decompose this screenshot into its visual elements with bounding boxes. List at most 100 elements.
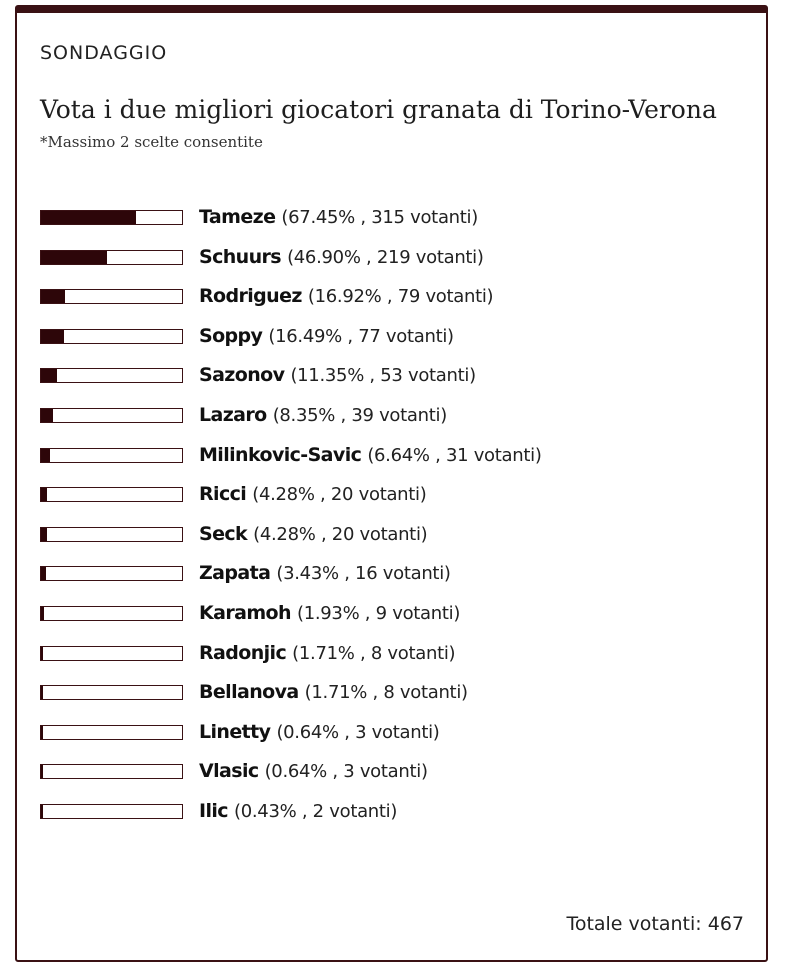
poll-option[interactable]: Vlasic (0.64% , 3 votanti)	[40, 757, 740, 797]
poll-option-name: Sazonov	[199, 364, 285, 387]
poll-option-bar[interactable]	[40, 764, 183, 780]
poll-option-name: Rodriguez	[199, 285, 302, 308]
poll-option[interactable]: Milinkovic-Savic (6.64% , 31 votanti)	[40, 441, 740, 481]
poll-option-bar-fill	[41, 369, 57, 383]
poll-option[interactable]: Schuurs (46.90% , 219 votanti)	[40, 243, 740, 283]
poll-option-name: Ricci	[199, 483, 247, 506]
poll-option-bar[interactable]	[40, 447, 183, 463]
poll-option-bar-fill	[41, 488, 48, 502]
poll-option-bar[interactable]	[40, 645, 183, 661]
poll-option-stats: (8.35% , 39 votanti)	[272, 404, 448, 426]
poll-option-name: Vlasic	[199, 760, 259, 783]
poll-option-text[interactable]: Linetty (0.64% , 3 votanti)	[199, 718, 440, 747]
poll-option[interactable]: Ilic (0.43% , 2 votanti)	[40, 797, 740, 837]
poll-option-bar-fill	[41, 646, 44, 660]
poll-option-bar-fill	[41, 686, 44, 700]
poll-option-bar[interactable]	[40, 685, 183, 701]
total-votes: Totale votanti: 467	[566, 913, 744, 935]
poll-option-name: Bellanova	[199, 681, 299, 704]
total-votes-label: Totale votanti:	[566, 913, 702, 935]
poll-option-text[interactable]: Rodriguez (16.92% , 79 votanti)	[199, 282, 494, 311]
poll-option-name: Seck	[199, 522, 248, 545]
poll-option-bar-fill	[41, 804, 44, 818]
poll-option-text[interactable]: Milinkovic-Savic (6.64% , 31 votanti)	[199, 441, 542, 470]
poll-option-bar[interactable]	[40, 724, 183, 740]
poll-option-bar[interactable]	[40, 289, 183, 305]
poll-option[interactable]: Linetty (0.64% , 3 votanti)	[40, 718, 740, 758]
poll-option[interactable]: Zapata (3.43% , 16 votanti)	[40, 559, 740, 599]
poll-option-stats: (4.28% , 20 votanti)	[253, 523, 428, 545]
poll-option-bar[interactable]	[40, 566, 183, 582]
poll-option[interactable]: Seck (4.28% , 20 votanti)	[40, 520, 740, 560]
poll-option[interactable]: Radonjic (1.71% , 8 votanti)	[40, 639, 740, 679]
poll-option-text[interactable]: Vlasic (0.64% , 3 votanti)	[199, 757, 428, 786]
poll-option-stats: (0.64% , 3 votanti)	[276, 721, 440, 743]
poll-question: Vota i due migliori giocatori granata di…	[40, 95, 717, 124]
poll-option-text[interactable]: Ricci (4.28% , 20 votanti)	[199, 480, 427, 509]
poll-option-bar-fill	[41, 250, 108, 264]
poll-option-stats: (46.90% , 219 votanti)	[287, 246, 484, 268]
poll-option-stats: (4.28% , 20 votanti)	[252, 484, 427, 506]
poll-option-bar[interactable]	[40, 407, 183, 423]
poll-option-bar[interactable]	[40, 605, 183, 621]
poll-option[interactable]: Lazaro (8.35% , 39 votanti)	[40, 401, 740, 441]
poll-option[interactable]: Tameze (67.45% , 315 votanti)	[40, 203, 740, 243]
poll-options-list: Tameze (67.45% , 315 votanti) Schuurs (46…	[40, 203, 740, 837]
poll-option-bar[interactable]	[40, 368, 183, 384]
poll-option-text[interactable]: Sazonov (11.35% , 53 votanti)	[199, 361, 476, 390]
poll-option[interactable]: Bellanova (1.71% , 8 votanti)	[40, 678, 740, 718]
poll-option-text[interactable]: Soppy (16.49% , 77 votanti)	[199, 322, 454, 351]
poll-option-bar[interactable]	[40, 526, 183, 542]
poll-option-stats: (1.71% , 8 votanti)	[304, 682, 468, 704]
poll-option-bar-fill	[41, 765, 44, 779]
poll-option-stats: (3.43% , 16 votanti)	[276, 563, 451, 585]
poll-option-name: Lazaro	[199, 403, 267, 426]
poll-option[interactable]: Rodriguez (16.92% , 79 votanti)	[40, 282, 740, 322]
poll-option-stats: (6.64% , 31 votanti)	[367, 444, 542, 466]
poll-option-bar[interactable]	[40, 328, 183, 344]
poll-option-bar-fill	[41, 448, 51, 462]
poll-option[interactable]: Karamoh (1.93% , 9 votanti)	[40, 599, 740, 639]
poll-option-bar-fill	[41, 606, 44, 620]
poll-option-stats: (16.92% , 79 votanti)	[307, 286, 494, 308]
poll-option-name: Karamoh	[199, 601, 292, 624]
poll-option-bar-fill	[41, 329, 65, 343]
poll-option-name: Radonjic	[199, 641, 287, 664]
poll-option-stats: (1.93% , 9 votanti)	[296, 602, 461, 624]
poll-option[interactable]: Soppy (16.49% , 77 votanti)	[40, 322, 740, 362]
poll-option-bar-fill	[41, 408, 53, 422]
poll-option-text[interactable]: Ilic (0.43% , 2 votanti)	[199, 797, 397, 826]
total-votes-value: 467	[707, 913, 744, 935]
poll-option-stats: (0.64% , 3 votanti)	[264, 761, 428, 783]
poll-option-bar-fill	[41, 211, 137, 224]
poll-option[interactable]: Sazonov (11.35% , 53 votanti)	[40, 361, 740, 401]
poll-option-name: Linetty	[199, 720, 271, 743]
poll-option-text[interactable]: Zapata (3.43% , 16 votanti)	[199, 559, 451, 588]
poll-option-stats: (1.71% , 8 votanti)	[292, 642, 456, 664]
poll-option-name: Soppy	[199, 324, 263, 347]
poll-option-text[interactable]: Lazaro (8.35% , 39 votanti)	[199, 401, 447, 430]
poll-option-bar-fill	[41, 567, 46, 581]
poll-note: *Massimo 2 scelte consentite	[40, 133, 263, 151]
poll-card: SONDAGGIO Vota i due migliori giocatori …	[15, 5, 768, 962]
poll-option-name: Schuurs	[199, 245, 282, 268]
poll-option-bar[interactable]	[40, 487, 183, 503]
poll-option-name: Ilic	[199, 799, 229, 822]
poll-option-text[interactable]: Tameze (67.45% , 315 votanti)	[199, 203, 478, 232]
poll-option-text[interactable]: Radonjic (1.71% , 8 votanti)	[199, 639, 456, 668]
poll-option-stats: (0.43% , 2 votanti)	[234, 800, 398, 822]
poll-option-bar[interactable]	[40, 249, 183, 265]
poll-option-bar[interactable]	[40, 803, 183, 819]
poll-section-label: SONDAGGIO	[40, 42, 168, 64]
poll-option-text[interactable]: Seck (4.28% , 20 votanti)	[199, 520, 428, 549]
poll-option-text[interactable]: Karamoh (1.93% , 9 votanti)	[199, 599, 460, 628]
poll-option-name: Milinkovic-Savic	[199, 443, 362, 466]
poll-option-bar[interactable]	[40, 210, 183, 225]
poll-option-bar-fill	[41, 290, 65, 304]
poll-option-text[interactable]: Bellanova (1.71% , 8 votanti)	[199, 678, 468, 707]
poll-option-bar-fill	[41, 725, 44, 739]
poll-option-name: Tameze	[199, 206, 276, 228]
poll-option-text[interactable]: Schuurs (46.90% , 219 votanti)	[199, 243, 484, 272]
poll-option-bar-fill	[41, 527, 48, 541]
poll-option[interactable]: Ricci (4.28% , 20 votanti)	[40, 480, 740, 520]
